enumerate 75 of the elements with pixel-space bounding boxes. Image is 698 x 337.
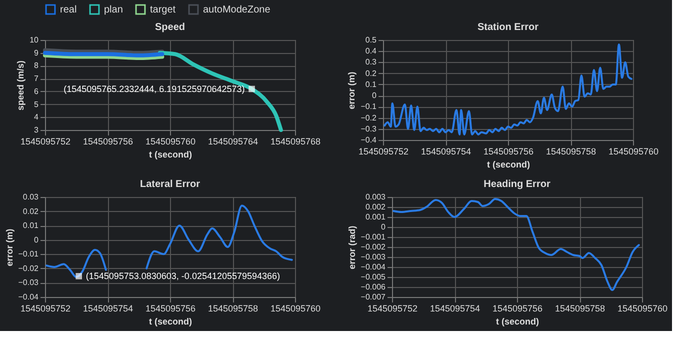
y-tick-label: 0.5 xyxy=(365,36,378,44)
y-tick-label: −0.3 xyxy=(360,124,378,134)
x-tick-label: 1545095760 xyxy=(608,146,659,156)
legend-label: autoModeZone xyxy=(203,4,271,16)
y-tick-label: 0 xyxy=(34,235,40,244)
y-tick-label: 0.02 xyxy=(22,206,40,216)
annotation: (1545095753.0830603, -0.02541205579594366) xyxy=(86,271,280,282)
x-tick-label: 1545095752 xyxy=(20,304,71,314)
y-tick-label: −0.03 xyxy=(18,278,40,288)
x-tick-label: 1545095760 xyxy=(617,304,668,314)
legend-label: target xyxy=(150,4,176,16)
y-tick-label: −0.4 xyxy=(360,136,378,144)
x-tick-label: 1545095752 xyxy=(358,146,409,156)
y-tick-label: 9 xyxy=(34,48,40,58)
y-tick-label: 0.2 xyxy=(365,68,378,78)
y-tick-label: −0.006 xyxy=(360,282,386,292)
legend-label: plan xyxy=(104,4,123,16)
y-tick-label: −0.003 xyxy=(360,252,386,262)
chart-title: Station Error xyxy=(477,22,539,33)
y-tick-label: 8 xyxy=(34,61,40,70)
y-tick-label: 0.3 xyxy=(365,58,378,67)
y-tick-label: −0.04 xyxy=(18,292,40,302)
x-tick-label: 1545095756 xyxy=(145,304,196,314)
y-tick-label: 3 xyxy=(34,126,40,134)
x-tick-label: 1545095756 xyxy=(492,304,543,314)
x-tick-label: 1545095760 xyxy=(270,304,321,314)
y-tick-label: 0 xyxy=(372,91,378,100)
y-tick-label: 5 xyxy=(34,100,40,109)
x-tick-label: 1545095768 xyxy=(270,136,321,146)
x-tick-label: 1545095756 xyxy=(483,146,534,156)
y-tick-label: 0.01 xyxy=(22,221,40,230)
x-axis-title: t (second) xyxy=(486,160,530,170)
y-tick-label: 4 xyxy=(34,112,40,122)
y-tick-label: 7 xyxy=(34,74,40,84)
y-tick-label: −0.007 xyxy=(360,292,386,302)
chart-title: Speed xyxy=(154,22,186,33)
y-tick-label: 0.03 xyxy=(22,192,40,202)
y-tick-label: 0.001 xyxy=(365,212,386,222)
x-tick-label: 1545095758 xyxy=(208,304,258,314)
y-tick-label: 0.002 xyxy=(365,202,386,212)
annotation: (1545095765.2332444, 6.191525970642573) xyxy=(64,84,245,94)
y-tick-label: −0.01 xyxy=(18,250,40,259)
x-tick-label: 1545095758 xyxy=(554,304,606,314)
x-tick-label: 1545095754 xyxy=(430,304,480,314)
x-tick-label: 1545095758 xyxy=(546,146,596,156)
x-tick-label: 1545095764 xyxy=(208,136,258,146)
y-tick-label: −0.002 xyxy=(360,242,386,252)
y-tick-label: 0.1 xyxy=(365,80,378,89)
x-axis-title: t (second) xyxy=(148,150,192,160)
x-axis-title: t (second) xyxy=(496,316,540,326)
y-tick-label: 0 xyxy=(381,222,386,232)
y-tick-label: 0.003 xyxy=(365,192,386,202)
chart-title: Lateral Error xyxy=(140,179,200,190)
y-tick-label: 0.4 xyxy=(365,46,378,56)
x-axis-title: t (second) xyxy=(148,316,192,326)
legend-label: real xyxy=(60,4,77,16)
y-axis-title: error (m) xyxy=(346,72,357,110)
y-axis-title: speed (m/s) xyxy=(16,60,26,111)
y-tick-label: 10 xyxy=(30,36,40,44)
x-tick-label: 1545095752 xyxy=(367,304,418,314)
x-tick-label: 1545095752 xyxy=(20,136,71,146)
chart-title: Heading Error xyxy=(484,179,550,190)
y-tick-label: −0.005 xyxy=(360,272,386,282)
y-tick-label: −0.001 xyxy=(360,232,386,242)
x-tick-label: 1545095756 xyxy=(82,136,134,146)
y-tick-label: 6 xyxy=(34,86,40,96)
y-tick-label: −0.02 xyxy=(18,264,40,273)
y-axis-title: error (m) xyxy=(4,228,14,266)
y-tick-label: −0.2 xyxy=(360,113,378,122)
y-tick-label: −0.1 xyxy=(360,102,378,112)
y-tick-label: −0.004 xyxy=(360,262,386,272)
x-tick-label: 1545095754 xyxy=(420,146,472,156)
x-tick-label: 1545095760 xyxy=(145,136,196,146)
x-tick-label: 1545095754 xyxy=(82,304,134,314)
y-axis-title: error (rad) xyxy=(346,226,357,270)
